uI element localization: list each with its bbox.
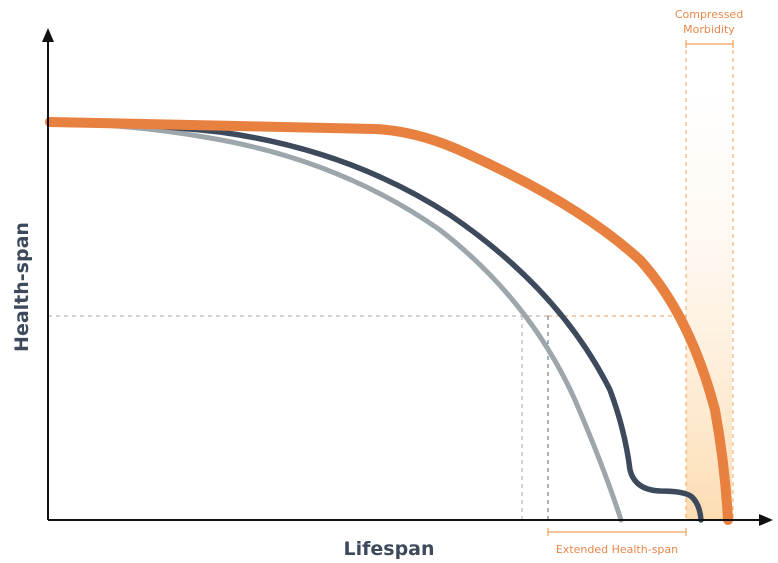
x-axis-arrow-icon [759,514,773,526]
orange-survival-curve [45,117,733,525]
gray-survival-curve [49,120,624,523]
dark-survival-curve [49,120,704,523]
y-axis-arrow-icon [42,28,54,42]
compressed-morbidity-label-line1: Compressed [675,8,743,21]
compressed-morbidity-label-line2: Morbidity [683,23,735,36]
extended-healthspan-bracket [547,528,687,536]
x-axis-title: Lifespan [343,538,434,560]
extended-healthspan-label: Extended Health-span [556,543,678,556]
y-axis-title: Health-span [11,222,33,352]
compressed-morbidity-bracket [685,40,734,48]
axes [42,28,773,526]
